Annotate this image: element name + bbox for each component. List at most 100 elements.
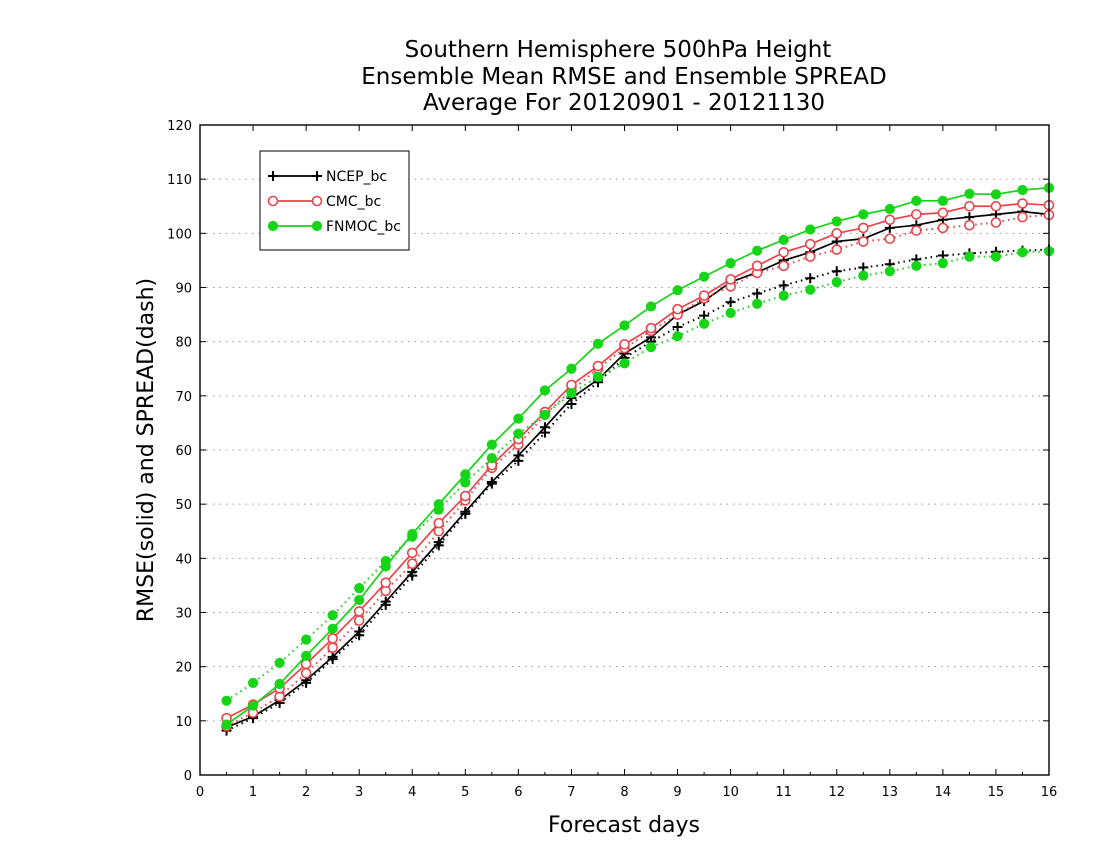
FNMOC_bc-rmse-point xyxy=(752,245,763,256)
FNMOC_bc-spread-point xyxy=(752,298,763,309)
FNMOC_bc-rmse-point xyxy=(990,189,1002,200)
legend-item-NCEP_bc: NCEP_bc xyxy=(268,169,387,185)
FNMOC_bc-spread-line xyxy=(225,250,1050,702)
FNMOC_bc-rmse-point xyxy=(778,234,789,245)
CMC_bc-rmse-point xyxy=(380,577,392,589)
FNMOC_bc-spread-point xyxy=(274,657,285,668)
legend-marker xyxy=(311,195,323,207)
FNMOC_bc-spread-point xyxy=(911,260,922,271)
CMC_bc-rmse-point xyxy=(698,290,710,301)
y-tick-label: 80 xyxy=(175,336,192,351)
y-tick-label: 90 xyxy=(175,282,192,297)
FNMOC_bc-rmse-point xyxy=(698,271,710,282)
FNMOC_bc-spread-point xyxy=(884,266,895,277)
chart-title: Southern Hemisphere 500hPa Height Ensemb… xyxy=(361,37,886,116)
y-tick-label: 70 xyxy=(175,390,192,405)
NCEP_bc-rmse-line xyxy=(226,210,1050,729)
FNMOC_bc-spread-point xyxy=(1017,247,1028,258)
FNMOC_bc-spread-point xyxy=(221,695,232,706)
FNMOC_bc-spread-point xyxy=(778,290,789,301)
series-layer xyxy=(221,182,1055,736)
CMC_bc-spread-point xyxy=(911,225,922,236)
FNMOC_bc-rmse-point xyxy=(725,258,736,269)
NCEP_bc-spread-point xyxy=(725,297,736,308)
FNMOC_bc-spread-point xyxy=(990,251,1002,262)
FNMOC_bc-rmse-point xyxy=(354,594,365,606)
FNMOC_bc-rmse-point xyxy=(274,678,285,690)
y-tick-label: 120 xyxy=(167,119,192,134)
FNMOC_bc-rmse-point xyxy=(301,650,312,661)
CMC_bc-rmse-point xyxy=(672,303,683,315)
CMC_bc-spread-line xyxy=(226,213,1050,728)
CMC_bc-rmse-point xyxy=(725,274,736,285)
CMC_bc-spread-point xyxy=(884,233,896,245)
FNMOC_bc-spread-point xyxy=(937,258,948,269)
CMC_bc-spread-point xyxy=(964,219,975,231)
legend-label: NCEP_bc xyxy=(326,169,387,185)
FNMOC_bc-rmse-point xyxy=(592,338,604,349)
CMC_bc-rmse-point xyxy=(645,322,657,334)
x-tick-label: 5 xyxy=(461,785,469,800)
x-tick-label: 15 xyxy=(988,785,1005,800)
FNMOC_bc-spread-point xyxy=(645,341,657,353)
FNMOC_bc-rmse-point xyxy=(805,224,816,235)
grid-lines xyxy=(200,178,1049,722)
CMC_bc-rmse-point xyxy=(619,339,630,350)
CMC_bc-rmse-point xyxy=(406,547,418,559)
FNMOC_bc-rmse-point xyxy=(672,285,683,296)
x-tick-label: 11 xyxy=(775,785,792,800)
FNMOC_bc-spread-point xyxy=(247,677,259,689)
FNMOC_bc-spread-point xyxy=(858,270,869,281)
NCEP_bc-spread-point xyxy=(805,273,816,284)
x-tick-label: 3 xyxy=(355,785,363,800)
NCEP_bc-spread-point xyxy=(778,280,789,291)
CMC_bc-rmse-point xyxy=(433,517,445,529)
CMC_bc-rmse-point xyxy=(911,209,922,220)
FNMOC_bc-rmse-point xyxy=(513,413,524,424)
CMC_bc-rmse-point xyxy=(804,238,816,250)
x-tick-label: 0 xyxy=(196,785,204,800)
FNMOC_bc-spread-point xyxy=(566,388,577,399)
CMC_bc-rmse-point xyxy=(592,360,604,372)
CMC_bc-spread-point xyxy=(778,260,789,272)
FNMOC_bc-rmse-point xyxy=(884,203,895,215)
NCEP_bc-spread-point xyxy=(752,288,763,299)
y-tick-label: 100 xyxy=(167,227,192,242)
legend-marker xyxy=(268,171,278,181)
NCEP_bc-spread-point xyxy=(672,322,683,333)
FNMOC_bc-rmse-point xyxy=(619,320,630,331)
FNMOC_bc-spread-point xyxy=(513,428,524,439)
x-tick-label: 9 xyxy=(673,785,681,800)
chart-title-line-2: Ensemble Mean RMSE and Ensemble SPREAD xyxy=(361,64,886,90)
x-tick-label: 6 xyxy=(514,785,522,800)
CMC_bc-rmse-point xyxy=(353,606,365,617)
legend-item-FNMOC_bc: FNMOC_bc xyxy=(267,219,401,235)
x-tick-label: 13 xyxy=(882,785,899,800)
legend-marker xyxy=(312,171,322,181)
CMC_bc-spread-point xyxy=(804,251,816,262)
FNMOC_bc-rmse-point xyxy=(433,499,444,510)
x-tick-label: 12 xyxy=(828,785,845,800)
chart-title-line-1: Southern Hemisphere 500hPa Height xyxy=(405,37,832,63)
CMC_bc-spread-point xyxy=(857,236,869,247)
CMC_bc-rmse-point xyxy=(964,200,975,212)
CMC_bc-rmse-point xyxy=(460,490,471,502)
CMC_bc-rmse-point xyxy=(751,260,763,272)
NCEP_bc-rmse-point xyxy=(486,476,497,487)
FNMOC_bc-spread-point xyxy=(354,583,365,594)
NCEP_bc-spread-point xyxy=(831,266,842,277)
FNMOC_bc-spread-point xyxy=(672,331,683,342)
legend-label: CMC_bc xyxy=(326,194,381,210)
FNMOC_bc-rmse-point xyxy=(221,719,232,730)
x-axis-label: Forecast days xyxy=(548,813,700,838)
NCEP_bc-rmse-point xyxy=(327,651,338,662)
FNMOC_bc-rmse-point xyxy=(964,188,975,199)
CMC_bc-spread-point xyxy=(990,217,1002,228)
series-CMC_bc xyxy=(221,198,1055,732)
FNMOC_bc-rmse-point xyxy=(831,216,842,227)
CMC_bc-spread-point xyxy=(327,642,338,654)
legend-item-CMC_bc: CMC_bc xyxy=(267,194,381,210)
NCEP_bc-rmse-point xyxy=(460,506,471,517)
FNMOC_bc-rmse-point xyxy=(645,301,657,312)
